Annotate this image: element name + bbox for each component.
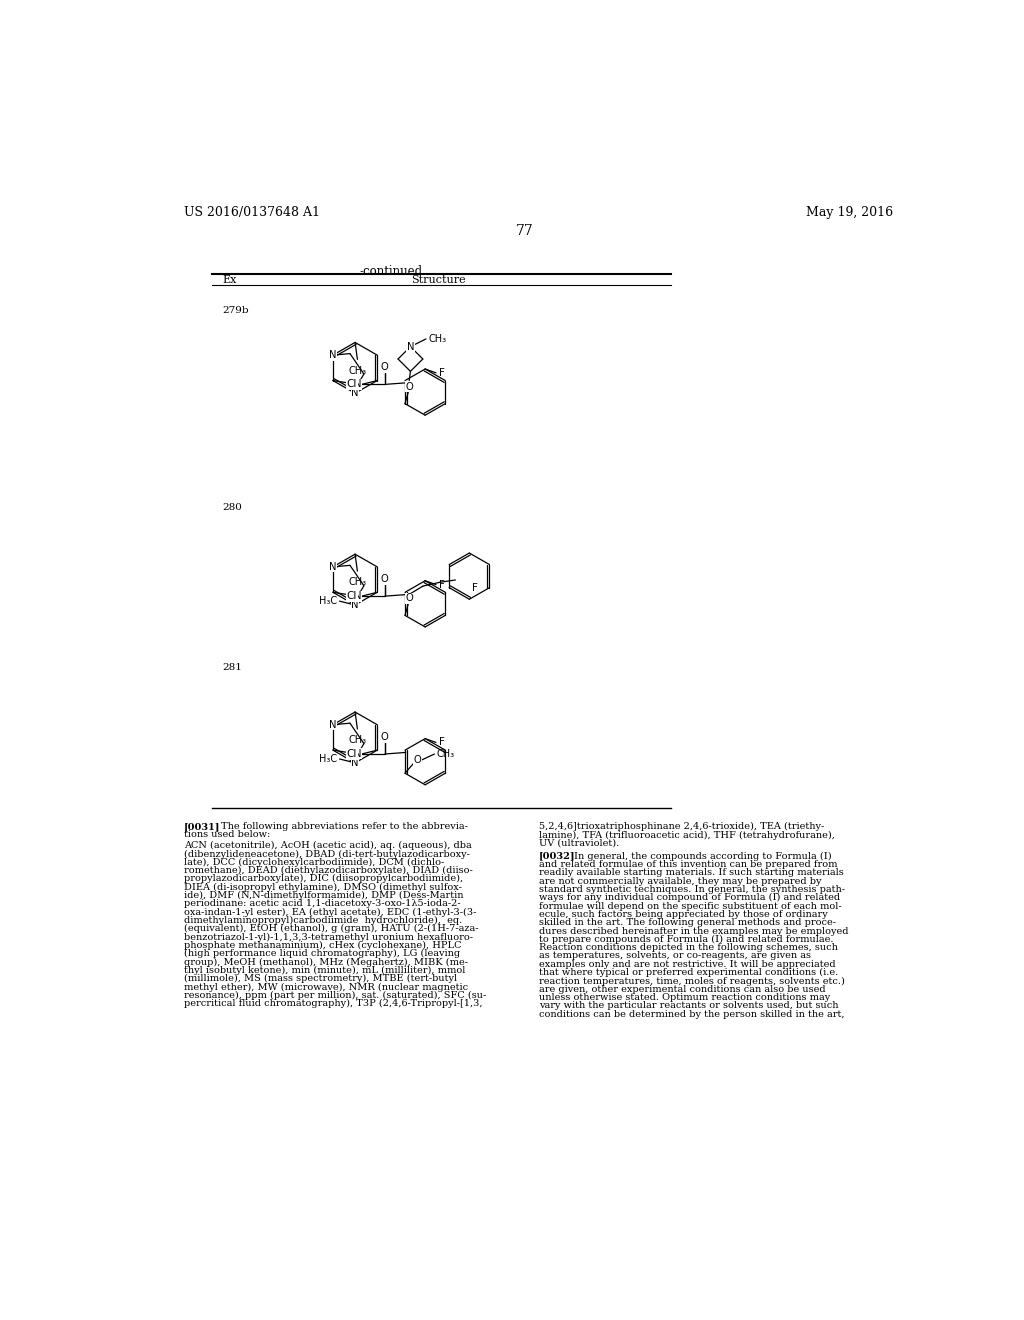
Text: O: O — [414, 755, 421, 766]
Text: -continued: -continued — [360, 264, 423, 277]
Text: ways for any individual compound of Formula (I) and related: ways for any individual compound of Form… — [539, 894, 840, 903]
Text: methyl ether), MW (microwave), NMR (nuclear magnetic: methyl ether), MW (microwave), NMR (nucl… — [183, 982, 468, 991]
Text: lamine), TFA (trifluoroacetic acid), THF (tetrahydrofurane),: lamine), TFA (trifluoroacetic acid), THF… — [539, 830, 835, 840]
Text: O: O — [406, 594, 413, 603]
Text: conditions can be determined by the person skilled in the art,: conditions can be determined by the pers… — [539, 1010, 844, 1019]
Text: 279b: 279b — [222, 306, 249, 315]
Text: Cl: Cl — [347, 748, 357, 759]
Text: (dibenzylideneacetone), DBAD (di-tert-butylazodicarboxy-: (dibenzylideneacetone), DBAD (di-tert-bu… — [183, 849, 470, 858]
Text: [0032]: [0032] — [539, 851, 575, 861]
Text: CH₃: CH₃ — [348, 577, 367, 587]
Text: reaction temperatures, time, moles of reagents, solvents etc.): reaction temperatures, time, moles of re… — [539, 977, 845, 986]
Text: ACN (acetonitrile), AcOH (acetic acid), aq. (aqueous), dba: ACN (acetonitrile), AcOH (acetic acid), … — [183, 841, 471, 850]
Text: are given, other experimental conditions can also be used: are given, other experimental conditions… — [539, 985, 825, 994]
Text: CH₃: CH₃ — [348, 735, 367, 744]
Text: N: N — [329, 562, 337, 572]
Text: N: N — [354, 748, 361, 759]
Text: O: O — [406, 381, 413, 392]
Text: 281: 281 — [222, 663, 243, 672]
Text: CH₃: CH₃ — [348, 366, 367, 375]
Text: F: F — [439, 368, 445, 378]
Text: N: N — [407, 342, 414, 351]
Text: N: N — [351, 758, 358, 768]
Text: N: N — [351, 388, 358, 399]
Text: late), DCC (dicyclohexylcarbodiimide), DCM (dichlo-: late), DCC (dicyclohexylcarbodiimide), D… — [183, 858, 444, 867]
Text: readily available starting materials. If such starting materials: readily available starting materials. If… — [539, 869, 844, 878]
Text: phosphate methanaminium), cHex (cyclohexane), HPLC: phosphate methanaminium), cHex (cyclohex… — [183, 941, 461, 950]
Text: thyl isobutyl ketone), min (minute), mL (milliliter), mmol: thyl isobutyl ketone), min (minute), mL … — [183, 966, 465, 975]
Text: Reaction conditions depicted in the following schemes, such: Reaction conditions depicted in the foll… — [539, 944, 838, 952]
Text: romethane), DEAD (diethylazodicarboxylate), DIAD (diiso-: romethane), DEAD (diethylazodicarboxylat… — [183, 866, 472, 875]
Text: examples only and are not restrictive. It will be appreciated: examples only and are not restrictive. I… — [539, 960, 836, 969]
Text: May 19, 2016: May 19, 2016 — [806, 206, 893, 219]
Text: Cl: Cl — [347, 591, 357, 601]
Text: O: O — [381, 574, 389, 585]
Text: standard synthetic techniques. In general, the synthesis path-: standard synthetic techniques. In genera… — [539, 884, 845, 894]
Text: ide), DMF (N,N-dimethylformamide), DMP (Dess-Martin: ide), DMF (N,N-dimethylformamide), DMP (… — [183, 891, 463, 900]
Text: H₃C: H₃C — [319, 754, 337, 764]
Text: oxa-indan-1-yl ester), EA (ethyl acetate), EDC (1-ethyl-3-(3-: oxa-indan-1-yl ester), EA (ethyl acetate… — [183, 908, 476, 916]
Text: benzotriazol-1-yl)-1,1,3,3-tetramethyl uronium hexafluoro-: benzotriazol-1-yl)-1,1,3,3-tetramethyl u… — [183, 932, 473, 941]
Text: percritical fluid chromatography), T3P (2,4,6-Tripropyl-[1,3,: percritical fluid chromatography), T3P (… — [183, 999, 482, 1008]
Text: skilled in the art. The following general methods and proce-: skilled in the art. The following genera… — [539, 919, 836, 927]
Text: ecule, such factors being appreciated by those of ordinary: ecule, such factors being appreciated by… — [539, 909, 827, 919]
Text: propylazodicarboxylate), DIC (diisopropylcarbodiimide),: propylazodicarboxylate), DIC (diisopropy… — [183, 874, 463, 883]
Text: periodinane: acetic acid 1,1-diacetoxy-3-oxo-1λ5-ioda-2-: periodinane: acetic acid 1,1-diacetoxy-3… — [183, 899, 461, 908]
Text: F: F — [472, 583, 477, 593]
Text: Ex: Ex — [222, 276, 237, 285]
Text: and related formulae of this invention can be prepared from: and related formulae of this invention c… — [539, 861, 838, 869]
Text: 280: 280 — [222, 503, 243, 512]
Text: 5,2,4,6]trioxatriphosphinane 2,4,6-trioxide), TEA (triethy-: 5,2,4,6]trioxatriphosphinane 2,4,6-triox… — [539, 822, 824, 832]
Text: tions used below:: tions used below: — [183, 830, 270, 840]
Text: that where typical or preferred experimental conditions (i.e.: that where typical or preferred experime… — [539, 968, 838, 977]
Text: 77: 77 — [516, 224, 534, 238]
Text: group), MeOH (methanol), MHz (Megahertz), MIBK (me-: group), MeOH (methanol), MHz (Megahertz)… — [183, 957, 468, 966]
Text: N: N — [351, 601, 358, 610]
Text: In general, the compounds according to Formula (I): In general, the compounds according to F… — [574, 851, 833, 861]
Text: [0031]: [0031] — [183, 822, 220, 832]
Text: (high performance liquid chromatography), LG (leaving: (high performance liquid chromatography)… — [183, 949, 460, 958]
Text: F: F — [439, 579, 445, 590]
Text: N: N — [329, 350, 337, 360]
Text: dimethylaminopropyl)carbodiimide  hydrochloride),  eq.: dimethylaminopropyl)carbodiimide hydroch… — [183, 916, 462, 925]
Text: dures described hereinafter in the examples may be employed: dures described hereinafter in the examp… — [539, 927, 848, 936]
Text: F: F — [439, 738, 445, 747]
Text: H₃C: H₃C — [319, 597, 337, 606]
Text: (equivalent), EtOH (ethanol), g (gram), HATU (2-(1H-7-aza-: (equivalent), EtOH (ethanol), g (gram), … — [183, 924, 478, 933]
Text: Structure: Structure — [411, 276, 465, 285]
Text: O: O — [381, 733, 389, 742]
Text: to prepare compounds of Formula (I) and related formulae.: to prepare compounds of Formula (I) and … — [539, 935, 834, 944]
Text: CH₃: CH₃ — [428, 334, 446, 345]
Text: The following abbreviations refer to the abbrevia-: The following abbreviations refer to the… — [221, 822, 468, 832]
Text: N: N — [329, 719, 337, 730]
Text: are not commercially available, they may be prepared by: are not commercially available, they may… — [539, 876, 821, 886]
Text: N: N — [354, 379, 361, 389]
Text: US 2016/0137648 A1: US 2016/0137648 A1 — [183, 206, 319, 219]
Text: as temperatures, solvents, or co-reagents, are given as: as temperatures, solvents, or co-reagent… — [539, 952, 811, 961]
Text: O: O — [381, 363, 389, 372]
Text: N: N — [354, 591, 361, 601]
Text: unless otherwise stated. Optimum reaction conditions may: unless otherwise stated. Optimum reactio… — [539, 993, 830, 1002]
Text: formulae will depend on the specific substituent of each mol-: formulae will depend on the specific sub… — [539, 902, 842, 911]
Text: CH₃: CH₃ — [437, 748, 455, 759]
Text: DIEA (di-isopropyl ethylamine), DMSO (dimethyl sulfox-: DIEA (di-isopropyl ethylamine), DMSO (di… — [183, 883, 462, 892]
Text: Cl: Cl — [347, 379, 357, 389]
Text: resonance), ppm (part per million), sat. (saturated), SFC (su-: resonance), ppm (part per million), sat.… — [183, 991, 486, 999]
Text: UV (ultraviolet).: UV (ultraviolet). — [539, 838, 618, 847]
Text: (millimole), MS (mass spectrometry), MTBE (tert-butyl: (millimole), MS (mass spectrometry), MTB… — [183, 974, 457, 983]
Text: vary with the particular reactants or solvents used, but such: vary with the particular reactants or so… — [539, 1002, 839, 1010]
